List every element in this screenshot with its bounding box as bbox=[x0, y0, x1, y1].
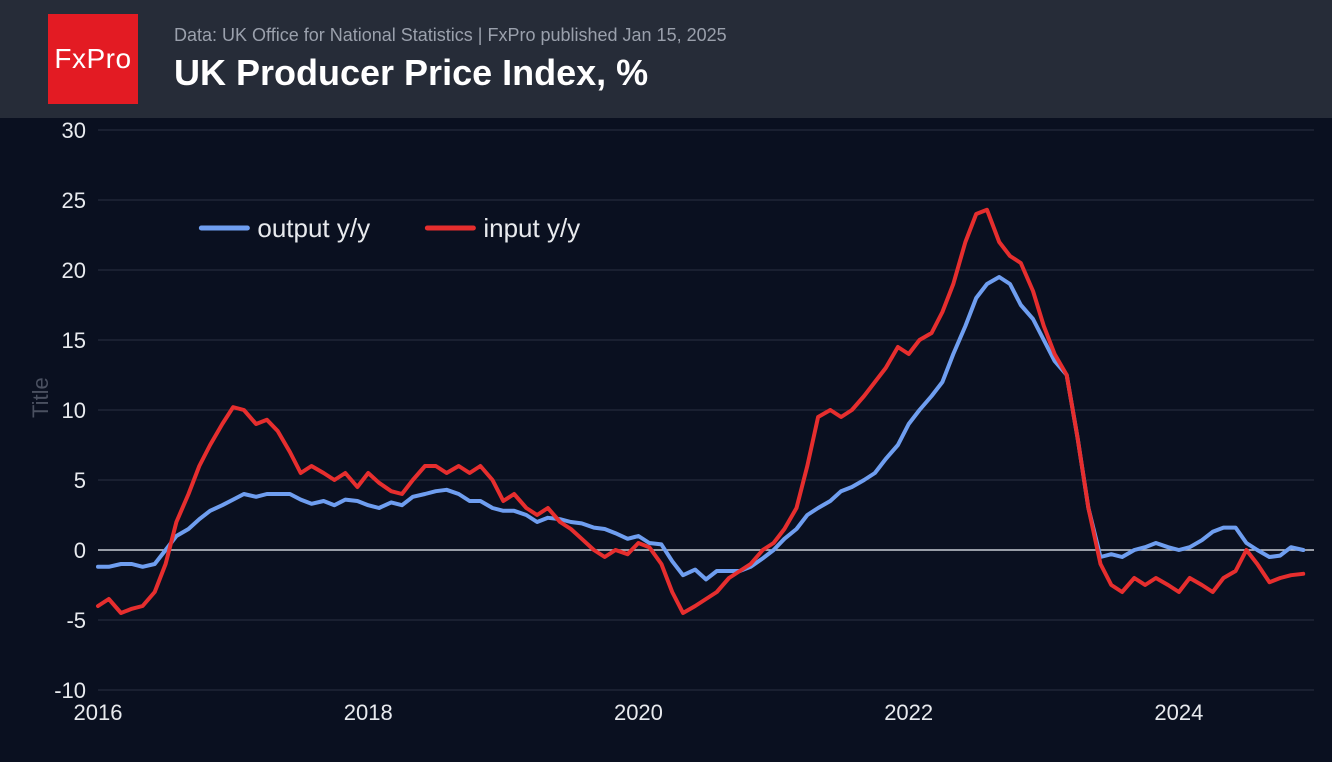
x-tick-label: 2018 bbox=[344, 700, 393, 725]
x-tick-label: 2020 bbox=[614, 700, 663, 725]
series-output-y-y bbox=[98, 277, 1303, 579]
meta-line: Data: UK Office for National Statistics … bbox=[174, 25, 727, 46]
y-axis-title: Title bbox=[28, 377, 54, 418]
line-chart: -10-505101520253020162018202020222024out… bbox=[0, 118, 1332, 762]
fxpro-logo: FxPro bbox=[48, 14, 138, 104]
x-tick-label: 2016 bbox=[74, 700, 123, 725]
legend-label: output y/y bbox=[257, 213, 370, 243]
x-tick-label: 2022 bbox=[884, 700, 933, 725]
y-tick-label: 5 bbox=[74, 468, 86, 493]
header-bar: FxPro Data: UK Office for National Stati… bbox=[0, 0, 1332, 118]
header-text-block: Data: UK Office for National Statistics … bbox=[174, 25, 727, 94]
y-tick-label: 30 bbox=[62, 118, 86, 143]
legend-label: input y/y bbox=[483, 213, 580, 243]
logo-text: FxPro bbox=[54, 43, 131, 75]
y-tick-label: 0 bbox=[74, 538, 86, 563]
y-tick-label: 15 bbox=[62, 328, 86, 353]
x-tick-label: 2024 bbox=[1154, 700, 1203, 725]
y-tick-label: 25 bbox=[62, 188, 86, 213]
y-tick-label: 10 bbox=[62, 398, 86, 423]
chart-area: Title -10-505101520253020162018202020222… bbox=[0, 118, 1332, 762]
y-tick-label: 20 bbox=[62, 258, 86, 283]
chart-title: UK Producer Price Index, % bbox=[174, 52, 727, 94]
y-tick-label: -5 bbox=[66, 608, 86, 633]
